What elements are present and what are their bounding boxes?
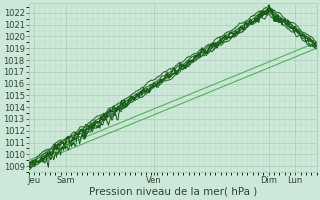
X-axis label: Pression niveau de la mer( hPa ): Pression niveau de la mer( hPa ) — [89, 187, 257, 197]
